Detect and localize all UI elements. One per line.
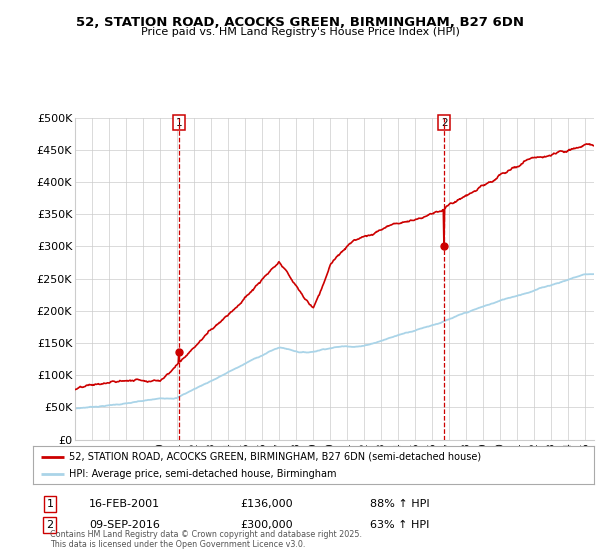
Text: 2: 2 xyxy=(441,118,448,128)
Text: £136,000: £136,000 xyxy=(241,499,293,509)
Text: HPI: Average price, semi-detached house, Birmingham: HPI: Average price, semi-detached house,… xyxy=(70,469,337,479)
Text: 63% ↑ HPI: 63% ↑ HPI xyxy=(370,520,429,530)
Text: 2: 2 xyxy=(46,520,53,530)
Text: 52, STATION ROAD, ACOCKS GREEN, BIRMINGHAM, B27 6DN (semi-detached house): 52, STATION ROAD, ACOCKS GREEN, BIRMINGH… xyxy=(70,451,482,461)
Text: 52, STATION ROAD, ACOCKS GREEN, BIRMINGHAM, B27 6DN: 52, STATION ROAD, ACOCKS GREEN, BIRMINGH… xyxy=(76,16,524,29)
Text: £300,000: £300,000 xyxy=(241,520,293,530)
Text: 09-SEP-2016: 09-SEP-2016 xyxy=(89,520,160,530)
Text: 16-FEB-2001: 16-FEB-2001 xyxy=(89,499,160,509)
Text: 1: 1 xyxy=(176,118,182,128)
Text: 1: 1 xyxy=(46,499,53,509)
Text: Contains HM Land Registry data © Crown copyright and database right 2025.
This d: Contains HM Land Registry data © Crown c… xyxy=(50,530,362,549)
Text: 88% ↑ HPI: 88% ↑ HPI xyxy=(370,499,429,509)
Text: Price paid vs. HM Land Registry's House Price Index (HPI): Price paid vs. HM Land Registry's House … xyxy=(140,27,460,37)
